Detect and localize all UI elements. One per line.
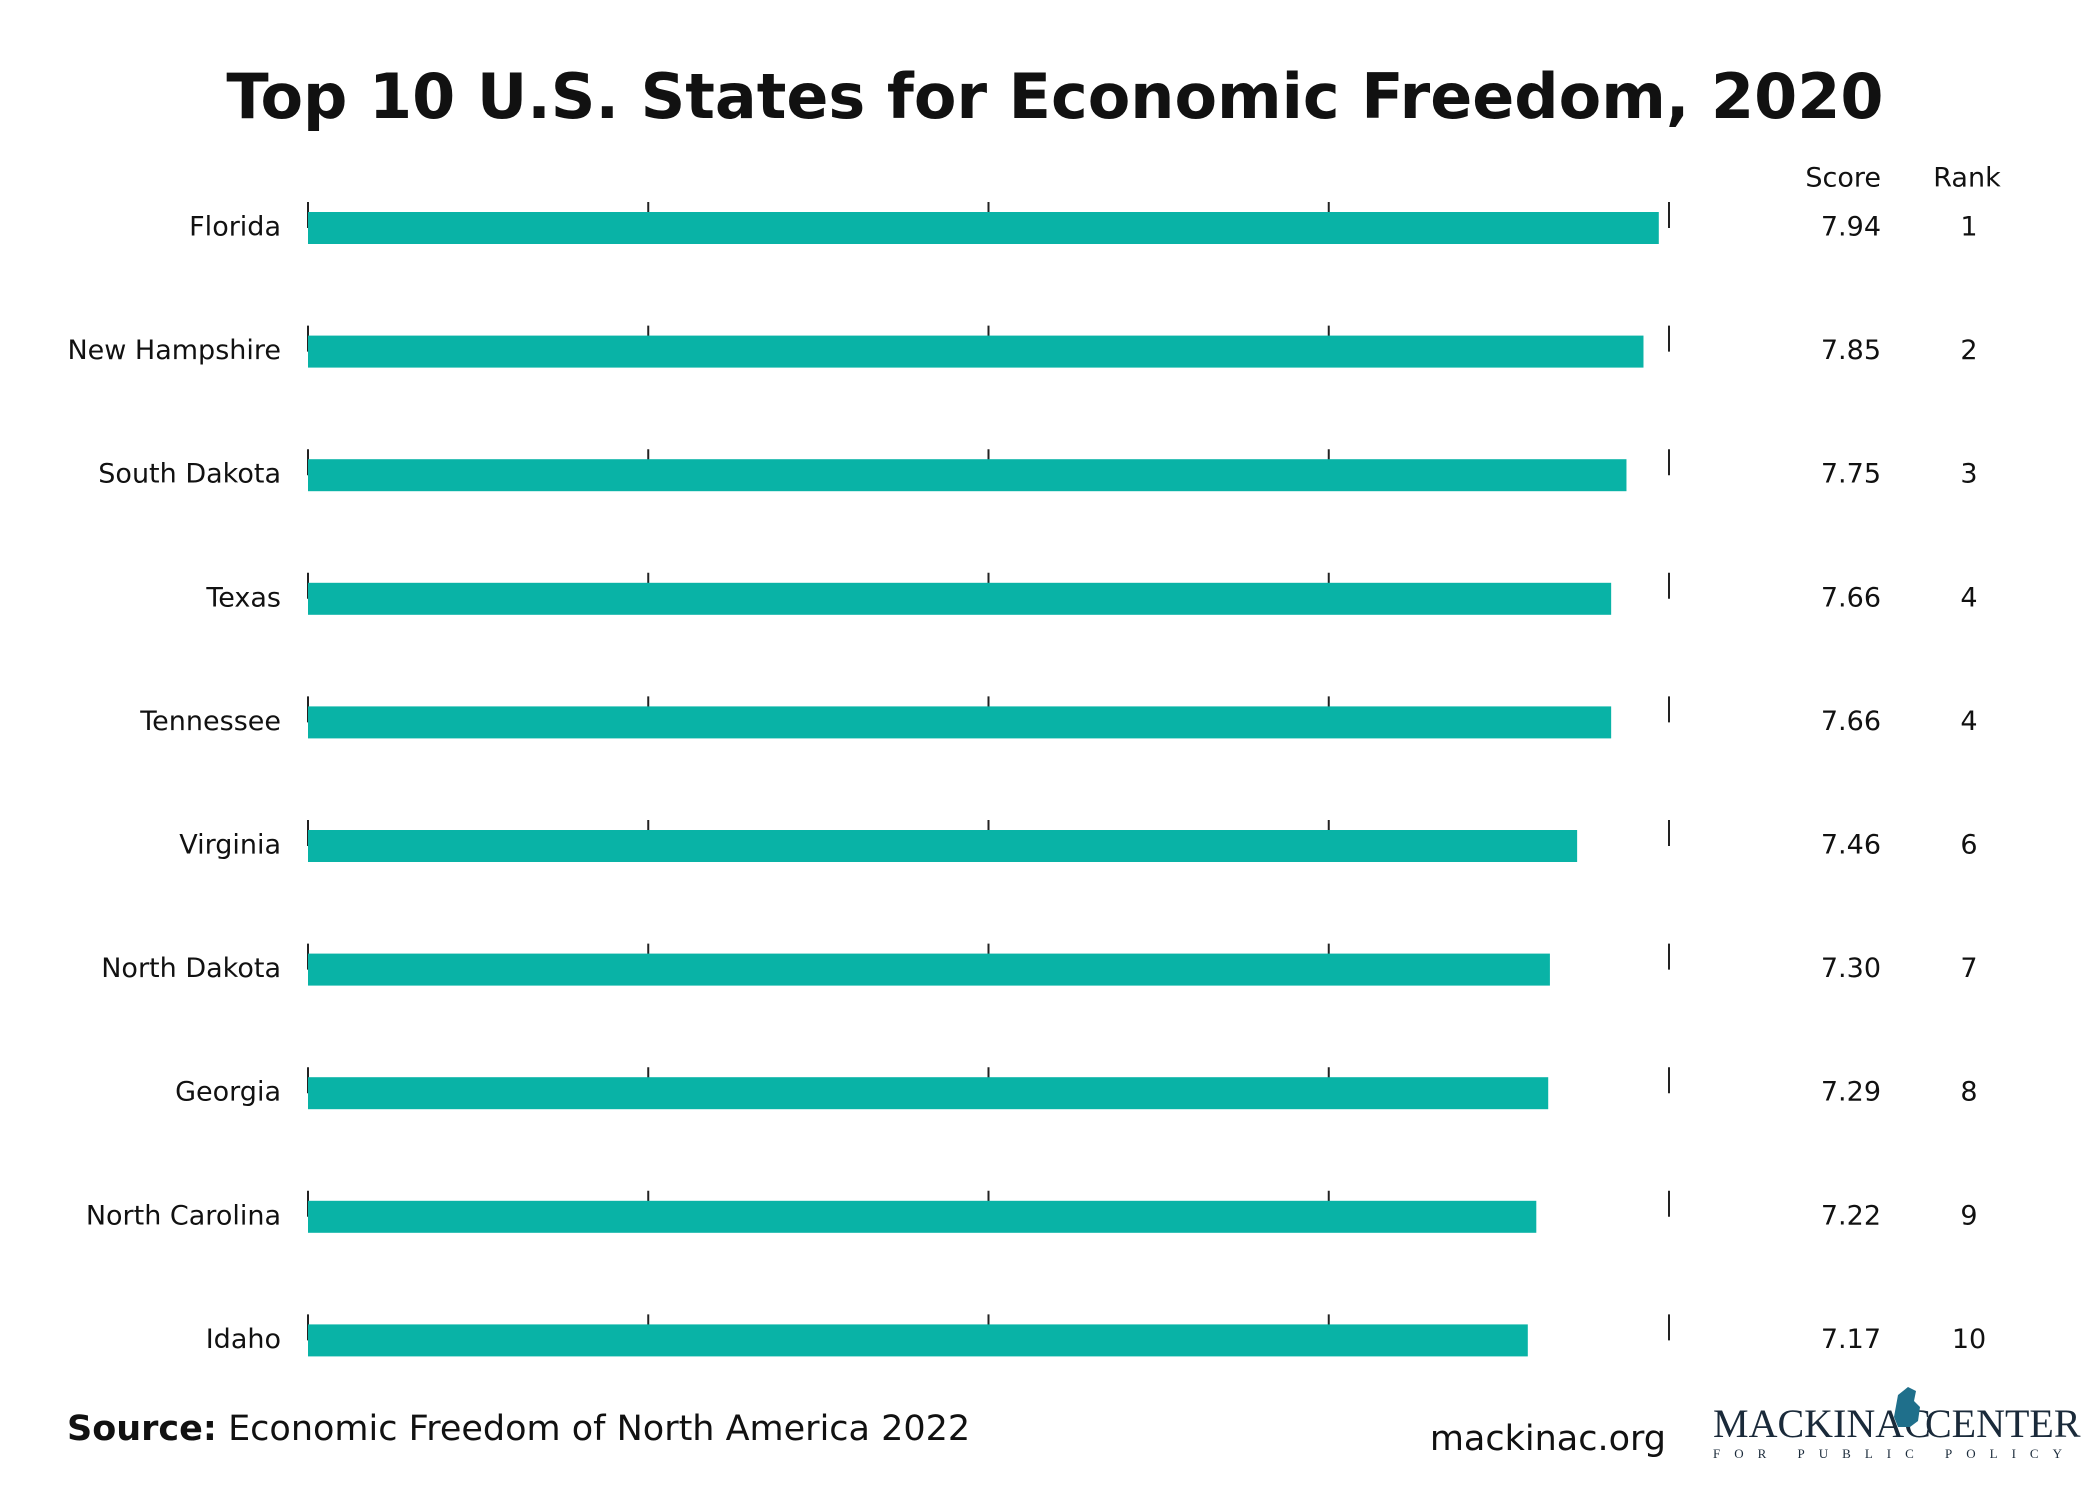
score-label: 7.85: [1821, 335, 1881, 366]
score-label: 7.66: [1821, 582, 1881, 613]
source: Source: Economic Freedom of North Americ…: [67, 1409, 970, 1449]
category-label: Texas: [205, 582, 281, 613]
category-label: Tennessee: [139, 706, 281, 737]
category-label: Idaho: [206, 1324, 281, 1355]
source-text: Economic Freedom of North America 2022: [228, 1409, 970, 1449]
bar: [308, 953, 1550, 986]
bar: [308, 212, 1659, 244]
bar: [308, 459, 1627, 492]
score-label: 7.94: [1821, 212, 1881, 243]
score-label: 7.22: [1821, 1200, 1881, 1231]
score-label: 7.46: [1821, 830, 1881, 861]
chart-title: Top 10 U.S. States for Economic Freedom,…: [226, 60, 1883, 133]
category-label: New Hampshire: [67, 335, 281, 366]
score-header: Score: [1805, 163, 1881, 194]
bar: [308, 1200, 1537, 1233]
rank-label: 10: [1952, 1324, 1986, 1355]
rank-label: 3: [1960, 459, 1977, 490]
rank-label: 2: [1960, 335, 1977, 366]
rank-label: 4: [1960, 706, 1977, 737]
score-label: 7.75: [1821, 459, 1881, 490]
source-label: Source:: [67, 1409, 217, 1449]
rank-label: 6: [1960, 830, 1977, 861]
rank-label: 9: [1960, 1200, 1977, 1231]
score-label: 7.17: [1821, 1324, 1881, 1355]
category-label: South Dakota: [98, 459, 281, 490]
logo-icon: [1894, 1387, 1920, 1427]
bar: [308, 1077, 1549, 1110]
logo-left: MACKINAC: [1713, 1401, 1931, 1446]
bar: [308, 582, 1612, 615]
logo-right: CENTER: [1925, 1401, 2081, 1446]
category-label: North Dakota: [101, 953, 281, 984]
rank-label: 7: [1960, 953, 1977, 984]
bar: [308, 706, 1612, 739]
bar: [308, 1324, 1528, 1357]
bar: [308, 830, 1578, 862]
rank-label: 4: [1960, 582, 1977, 613]
category-label: Florida: [189, 212, 281, 243]
score-label: 7.30: [1821, 953, 1881, 984]
category-label: North Carolina: [86, 1200, 281, 1231]
score-label: 7.66: [1821, 706, 1881, 737]
website: mackinac.org: [1430, 1419, 1666, 1459]
category-label: Georgia: [175, 1077, 281, 1108]
rank-label: 1: [1960, 212, 1977, 243]
rank-label: 8: [1960, 1077, 1977, 1108]
bar: [308, 335, 1644, 368]
category-label: Virginia: [179, 830, 281, 861]
logo-tagline: FOR PUBLIC POLICY: [1713, 1446, 2076, 1461]
rank-header: Rank: [1933, 163, 2001, 194]
score-label: 7.29: [1821, 1077, 1881, 1108]
